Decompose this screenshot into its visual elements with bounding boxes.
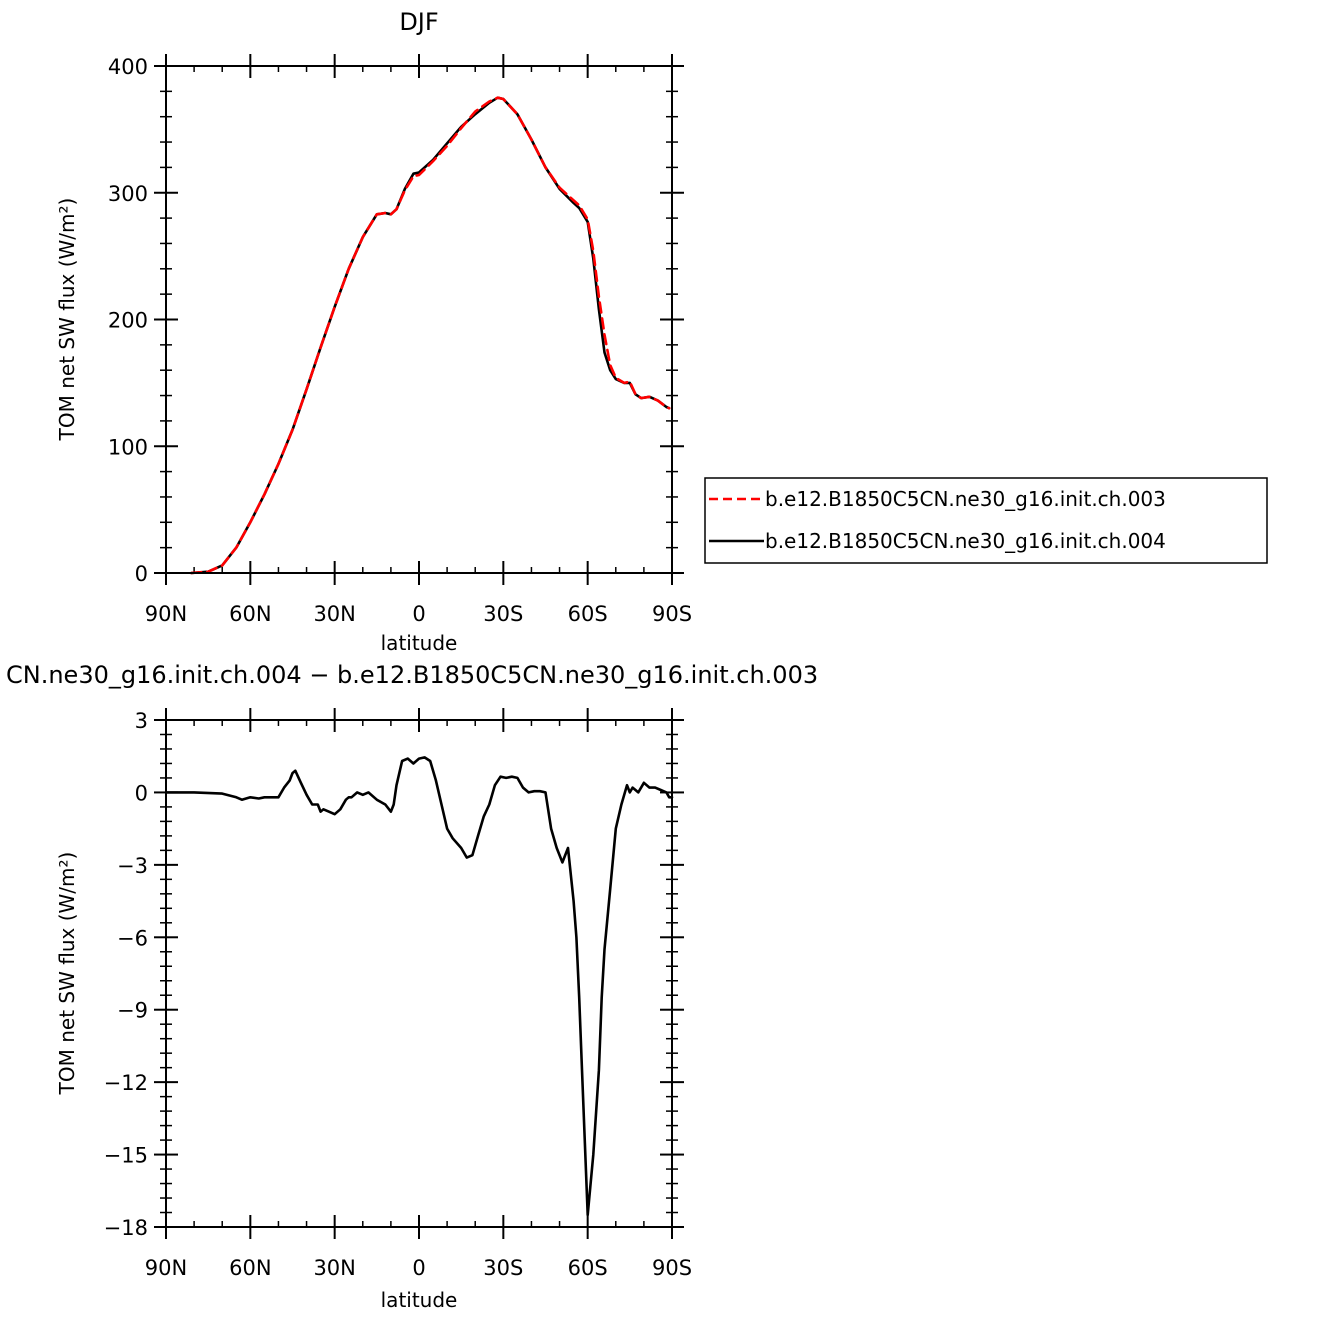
bottom-y-tick-label: −12 (104, 1071, 148, 1095)
bottom-y-tick-label: −9 (117, 999, 148, 1023)
bottom-panel-title: CN.ne30_g16.init.ch.004 − b.e12.B1850C5C… (6, 661, 818, 689)
top-series-group (190, 96, 671, 575)
bottom-ticks: 90N 60N 30N 0 30S 60S 90S 3 0 −3 −6 −9 −12 −15 −18 (104, 708, 692, 1280)
bottom-y-tick-label: −15 (104, 1144, 148, 1168)
bottom-y-tick-label: −6 (117, 926, 148, 950)
top-series-line-1 (190, 96, 671, 575)
top-ticks: 90N 60N 30N 0 30S 60S 90S 0 100 200 300 400 (108, 54, 692, 626)
top-y-tick-label: 100 (108, 435, 148, 459)
top-y-axis-label: TOM net SW flux (W/m²) (55, 198, 79, 442)
bottom-y-tick-label: −3 (117, 854, 148, 878)
bottom-series-group (164, 756, 674, 1217)
top-x-tick-label: 90S (652, 602, 692, 626)
bottom-x-tick-label: 90S (652, 1256, 692, 1280)
top-x-axis-label: latitude (381, 631, 458, 655)
top-panel: DJF 90N 60N 30N 0 30S 60S 90S 0 100 200 300 400 lat… (55, 8, 1268, 655)
bottom-x-axis-label: latitude (381, 1288, 458, 1312)
bottom-plot-frame (165, 719, 673, 1228)
top-y-tick-label: 0 (135, 562, 148, 586)
top-y-tick-label: 300 (108, 182, 148, 206)
bottom-y-tick-label: −18 (104, 1216, 148, 1240)
legend-label-003: b.e12.B1850C5CN.ne30_g16.init.ch.003 (765, 487, 1166, 511)
legend-label-004: b.e12.B1850C5CN.ne30_g16.init.ch.004 (765, 529, 1166, 553)
top-x-tick-label: 60N (229, 602, 271, 626)
bottom-panel: CN.ne30_g16.init.ch.004 − b.e12.B1850C5C… (6, 661, 818, 1312)
top-panel-title: DJF (399, 8, 438, 36)
top-x-tick-label: 30S (483, 602, 523, 626)
bottom-x-tick-label: 0 (412, 1256, 425, 1280)
bottom-x-tick-label: 60N (229, 1256, 271, 1280)
bottom-series-line-0 (164, 756, 674, 1217)
bottom-y-axis-label: TOM net SW flux (W/m²) (55, 852, 79, 1096)
top-x-tick-label: 0 (412, 602, 425, 626)
bottom-x-tick-label: 30N (313, 1256, 355, 1280)
top-x-tick-label: 60S (568, 602, 608, 626)
top-series-line-0 (190, 96, 671, 575)
top-y-tick-label: 200 (108, 309, 148, 333)
bottom-x-tick-label: 60S (568, 1256, 608, 1280)
top-plot-frame (165, 65, 673, 574)
bottom-x-tick-label: 90N (145, 1256, 187, 1280)
top-x-tick-label: 90N (145, 602, 187, 626)
bottom-y-tick-label: 3 (135, 709, 148, 733)
legend: b.e12.B1850C5CN.ne30_g16.init.ch.003 b.e… (704, 477, 1268, 564)
bottom-x-tick-label: 30S (483, 1256, 523, 1280)
bottom-y-tick-label: 0 (135, 781, 148, 805)
top-x-tick-label: 30N (313, 602, 355, 626)
legend-box (704, 477, 1268, 564)
top-y-tick-label: 400 (108, 55, 148, 79)
